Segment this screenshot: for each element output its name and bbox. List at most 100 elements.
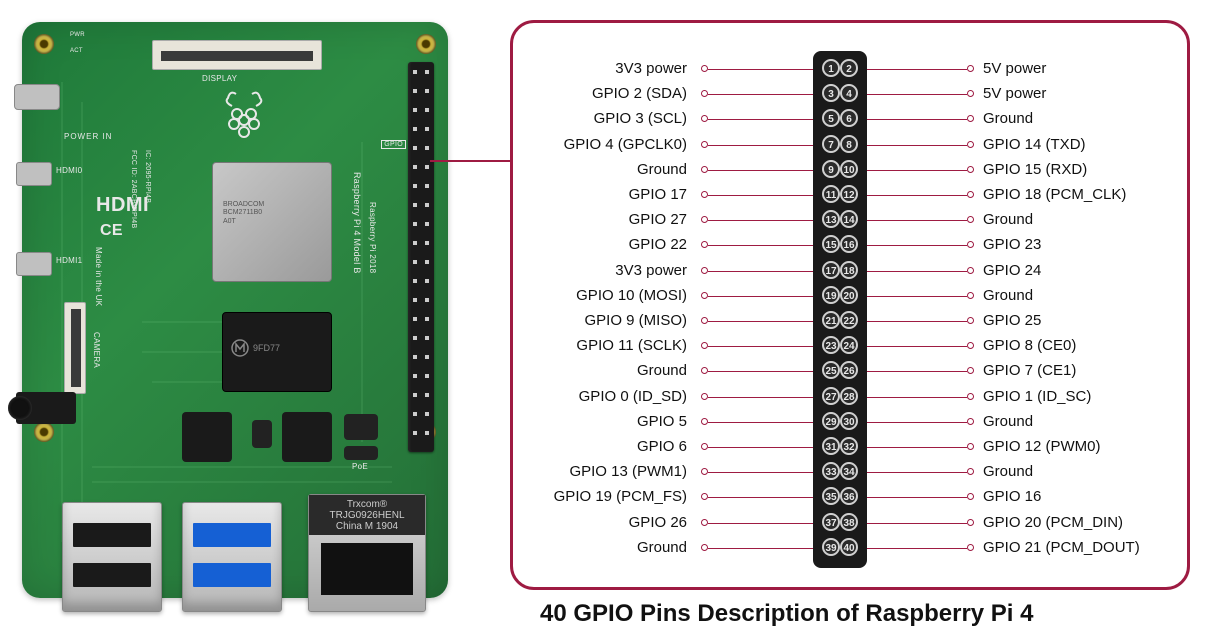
pin-leader-line <box>867 523 967 524</box>
pin-number-circle: 8 <box>840 135 858 153</box>
pin-leader-line <box>708 245 813 246</box>
pin-dot <box>701 65 708 72</box>
header-pin <box>413 89 417 93</box>
pin-leader-line <box>708 119 813 120</box>
header-pin <box>425 412 429 416</box>
pin-leader-line <box>708 145 813 146</box>
ethernet-port: Trxcom® TRJG0926HENL China M 1904 <box>308 494 426 612</box>
pin-leader-line <box>867 422 967 423</box>
pin-leader-line <box>708 371 813 372</box>
hdmi1-port <box>16 252 52 276</box>
pin-label-right: GPIO 21 (PCM_DOUT) <box>983 539 1140 556</box>
pin-leader-line <box>867 170 967 171</box>
pin-leader-line <box>867 497 967 498</box>
header-pin <box>413 222 417 226</box>
pin-leader-line <box>867 296 967 297</box>
pin-number-circle: 27 <box>822 387 840 405</box>
pin-number-circle: 37 <box>822 513 840 531</box>
header-pin <box>413 393 417 397</box>
pin-number-circle: 19 <box>822 286 840 304</box>
pin-dot <box>701 519 708 526</box>
pin-number-circle: 10 <box>840 160 858 178</box>
label-pwr-led: PWR <box>70 32 85 38</box>
ce-mark-icon: CE <box>100 222 123 240</box>
header-pin <box>425 279 429 283</box>
trxcom-line: TRJG0926HENL <box>329 510 404 521</box>
pin-label-right: GPIO 24 <box>983 262 1041 279</box>
hdmi-logo-icon: HDMI <box>96 194 149 217</box>
pin-leader-line <box>867 119 967 120</box>
mounting-hole <box>34 422 54 442</box>
pin-label-left: GPIO 3 (SCL) <box>594 110 687 127</box>
pin-leader-line <box>867 271 967 272</box>
pin-label-right: Ground <box>983 287 1033 304</box>
pin-dot <box>701 267 708 274</box>
pin-leader-line <box>867 245 967 246</box>
pin-label-left: GPIO 27 <box>629 211 687 228</box>
pin-dot <box>967 342 974 349</box>
header-pin <box>413 165 417 169</box>
pin-number-circle: 39 <box>822 538 840 556</box>
label-model: Raspberry Pi 4 Model B <box>352 172 362 274</box>
pin-label-right: GPIO 16 <box>983 488 1041 505</box>
header-pin <box>413 298 417 302</box>
header-pin <box>413 146 417 150</box>
usb-slot <box>193 523 271 547</box>
header-pin <box>413 260 417 264</box>
display-connector <box>152 40 322 70</box>
header-pin <box>413 127 417 131</box>
label-ic: IC: 2095-RPI4B <box>144 150 151 203</box>
ic-chip <box>344 414 378 440</box>
pin-dot <box>701 443 708 450</box>
pin-leader-line <box>867 548 967 549</box>
pin-number-circle: 29 <box>822 412 840 430</box>
pin-label-left: Ground <box>637 539 687 556</box>
pin-dot <box>967 393 974 400</box>
pin-dot <box>967 191 974 198</box>
label-fcc: FCC ID: 2ABCB-RPI4B <box>130 150 137 228</box>
soc-chip: BROADCOMBCM2711B0A0T <box>212 162 332 282</box>
pin-dot <box>701 141 708 148</box>
header-pin <box>425 393 429 397</box>
header-pin <box>425 203 429 207</box>
header-pin <box>413 317 417 321</box>
label-hdmi0: HDMI0 <box>56 166 82 175</box>
soc-markings: BROADCOMBCM2711B0A0T <box>223 201 264 226</box>
pin-dot <box>967 292 974 299</box>
pin-label-right: Ground <box>983 110 1033 127</box>
label-camera: CAMERA <box>92 332 101 368</box>
ram-marking: 9FD77 <box>253 343 280 353</box>
pin-number-circle: 31 <box>822 437 840 455</box>
ic-chip <box>182 412 232 462</box>
header-pin <box>425 336 429 340</box>
label-power-in: POWER IN <box>64 132 112 141</box>
pin-leader-line <box>867 472 967 473</box>
header-pin <box>413 431 417 435</box>
pin-dot <box>967 544 974 551</box>
pin-number-circle: 17 <box>822 261 840 279</box>
pin-dot <box>701 493 708 500</box>
raspberry-pi-logo-icon <box>222 88 266 140</box>
mounting-hole <box>416 34 436 54</box>
pin-leader-line <box>708 497 813 498</box>
pin-dot <box>701 90 708 97</box>
pin-label-left: GPIO 22 <box>629 236 687 253</box>
pin-number-circle: 21 <box>822 311 840 329</box>
ethernet-label-block: Trxcom® TRJG0926HENL China M 1904 <box>309 495 425 535</box>
header-pin <box>425 374 429 378</box>
pin-dot <box>701 342 708 349</box>
pin-dot <box>967 317 974 324</box>
pin-dot <box>701 544 708 551</box>
pin-dot <box>967 267 974 274</box>
pin-label-left: GPIO 17 <box>629 186 687 203</box>
header-pin <box>425 298 429 302</box>
pin-dot <box>701 191 708 198</box>
header-pin <box>413 241 417 245</box>
header-pin <box>425 146 429 150</box>
pin-leader-line <box>708 170 813 171</box>
label-year: Raspberry Pi 2018 <box>368 202 377 273</box>
usb3-port-block <box>182 502 282 612</box>
pcb: DISPLAY BROADCOMBCM2711B0A0T 9FD77 <box>22 22 448 598</box>
pin-number-circle: 32 <box>840 437 858 455</box>
pin-dot <box>701 166 708 173</box>
